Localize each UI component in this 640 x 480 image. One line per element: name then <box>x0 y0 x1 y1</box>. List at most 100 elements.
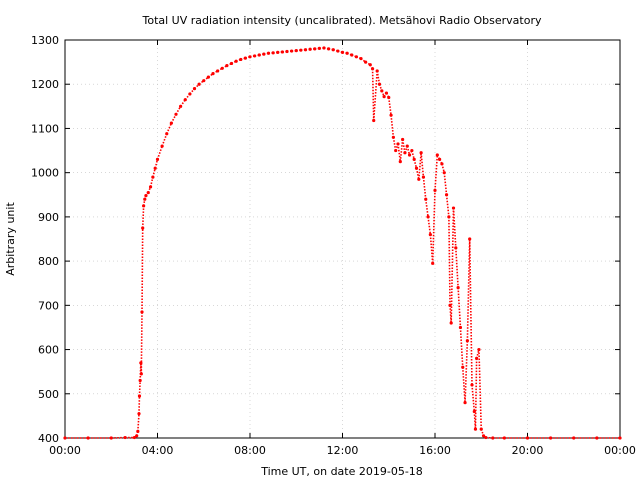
series-segment <box>415 168 420 180</box>
series-segment <box>226 62 232 67</box>
chart-title: Total UV radiation intensity (uncalibrat… <box>142 14 542 27</box>
x-tick-label: 20:00 <box>512 444 544 457</box>
series-segment <box>189 88 196 95</box>
series-segment <box>140 311 143 374</box>
series-segment <box>371 68 375 121</box>
series-segment <box>387 97 392 116</box>
series-segment <box>445 194 450 217</box>
x-tick-label: 12:00 <box>327 444 359 457</box>
series-segment <box>376 70 381 85</box>
series-segment <box>135 431 139 436</box>
series-segment <box>342 51 348 55</box>
series-segment <box>372 70 378 121</box>
series-segment <box>212 70 219 75</box>
series-segment <box>385 92 390 98</box>
data-series <box>63 46 622 440</box>
x-tick-label: 00:00 <box>604 444 636 457</box>
x-tick-label: 04:00 <box>142 444 174 457</box>
series-segment <box>147 186 152 193</box>
y-tick-label: 1100 <box>31 122 59 135</box>
series-segment <box>399 139 404 162</box>
series-segment <box>390 115 395 138</box>
series-segment <box>369 64 374 70</box>
series-segment <box>346 52 353 56</box>
x-axis-label: Time UT, on date 2019-05-18 <box>260 465 423 478</box>
series-segment <box>450 208 455 324</box>
series-segment <box>427 216 432 235</box>
series-segment <box>420 152 425 178</box>
series-segment <box>249 55 255 58</box>
series-segment <box>404 145 409 154</box>
y-tick-label: 900 <box>38 211 59 224</box>
series-segment <box>337 50 343 54</box>
series-segment <box>360 57 367 63</box>
series-segment <box>378 83 383 92</box>
series-segment <box>381 90 385 97</box>
plot-frame <box>64 39 621 439</box>
series-segment <box>141 205 145 228</box>
series-segment <box>133 435 138 439</box>
series-segment <box>474 358 478 430</box>
series-segment <box>457 287 462 328</box>
series-segment <box>328 48 334 51</box>
y-axis-label: Arbitrary unit <box>4 202 17 276</box>
series-segment <box>459 327 464 368</box>
x-tick-label: 08:00 <box>234 444 266 457</box>
y-tick-label: 400 <box>38 432 59 445</box>
series-segment <box>235 58 242 62</box>
series-segment <box>139 362 142 381</box>
y-tick-label: 600 <box>38 344 59 357</box>
series-segment <box>161 133 168 147</box>
series-segment <box>438 159 443 165</box>
series-segment <box>203 76 209 82</box>
series-segment <box>231 60 237 65</box>
x-tick-label: 16:00 <box>419 444 451 457</box>
series-segment <box>455 247 459 288</box>
series-segment <box>254 54 260 57</box>
y-tick-label: 1300 <box>31 34 59 47</box>
series-segment <box>401 139 406 153</box>
series-segment <box>221 64 228 69</box>
series-segment <box>263 52 269 55</box>
series-segment <box>179 99 186 107</box>
series-segment <box>356 56 362 60</box>
series-segment <box>217 67 223 72</box>
series-segment <box>424 199 429 217</box>
series-segment <box>144 195 147 200</box>
y-tick-label: 700 <box>38 299 59 312</box>
series-segment <box>142 199 146 206</box>
series-segment <box>193 83 200 90</box>
series-segment <box>431 190 436 264</box>
series-segment <box>422 177 427 200</box>
series-segment <box>184 93 191 101</box>
series-segment <box>323 47 329 50</box>
series-segment <box>478 349 483 430</box>
y-tick-label: 1000 <box>31 167 59 180</box>
series-segment <box>365 61 371 66</box>
series-segment <box>351 54 357 58</box>
series-segment <box>466 238 471 341</box>
series-segment <box>245 56 251 59</box>
series-segment <box>452 207 457 248</box>
series-segment <box>429 234 434 264</box>
series-segment <box>392 137 397 151</box>
series-segment <box>480 428 485 437</box>
series-segment <box>156 145 163 160</box>
series-segment <box>443 172 448 195</box>
series-segment <box>468 238 473 385</box>
series-segment <box>141 227 144 312</box>
series-segment <box>240 57 246 61</box>
y-tick-label: 500 <box>38 388 59 401</box>
grid <box>64 39 621 439</box>
series-segment <box>259 53 265 56</box>
axis-ticks: 00:00 04:00 08:00 12:00 16:00 20:00 00:0040050… <box>31 34 636 457</box>
series-segment <box>461 367 466 403</box>
series-segment <box>436 154 441 160</box>
series-segment <box>166 122 173 135</box>
series-segment <box>471 384 476 412</box>
series-segment <box>483 435 487 439</box>
y-tick-label: 800 <box>38 255 59 268</box>
series-segment <box>138 380 141 397</box>
series-segment <box>207 72 214 78</box>
